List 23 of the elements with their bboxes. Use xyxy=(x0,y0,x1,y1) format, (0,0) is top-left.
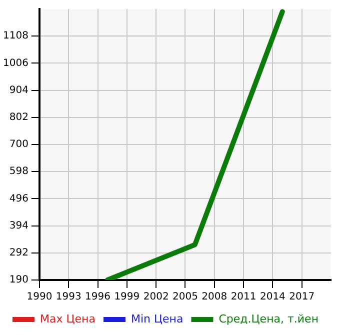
x-tick-label: 1999 xyxy=(114,292,140,303)
y-tick-label: 802 xyxy=(9,112,28,123)
x-tick-label: 2008 xyxy=(202,292,228,303)
legend-label: Max Цена xyxy=(40,312,96,326)
x-tick-label: 1996 xyxy=(85,292,110,303)
legend-label: Сред.Цена, т.йен xyxy=(218,312,319,326)
y-tick-label: 904 xyxy=(9,84,28,96)
y-tick-label: 394 xyxy=(9,220,28,232)
legend-label: Min Цена xyxy=(130,312,184,326)
y-tick-label: 292 xyxy=(9,247,28,258)
y-tick-label: 700 xyxy=(9,139,28,150)
y-tick-label: 1006 xyxy=(2,58,28,69)
y-tick-label: 1108 xyxy=(2,30,28,42)
x-tick-label: 2002 xyxy=(143,292,169,303)
x-tick-label: 1993 xyxy=(56,292,82,303)
y-tick-label: 190 xyxy=(9,274,28,286)
x-tick-label: 2017 xyxy=(289,292,315,303)
x-tick-label: 1990 xyxy=(26,292,52,303)
x-tick-label: 2011 xyxy=(230,292,256,303)
y-tick-label: 496 xyxy=(9,193,28,204)
x-tick-label: 2005 xyxy=(172,292,198,303)
x-tick-label: 2014 xyxy=(260,292,286,303)
y-tick-label: 598 xyxy=(9,166,28,178)
